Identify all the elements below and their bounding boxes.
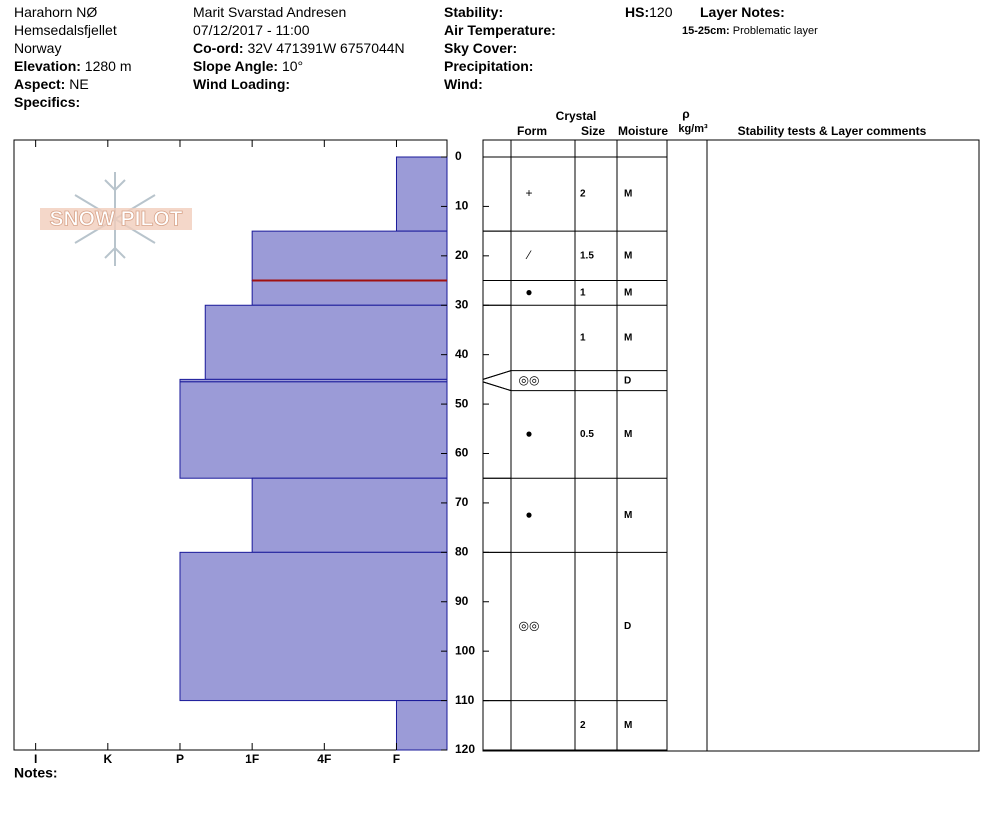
depth-label: 10	[455, 199, 469, 213]
hardness-label: I	[34, 752, 37, 766]
moisture: M	[624, 720, 632, 731]
grain-size: 0.5	[580, 429, 594, 440]
value: 1280 m	[84, 58, 132, 74]
hardness-bar	[395, 156, 448, 232]
connector	[482, 370, 512, 380]
label: Elevation:	[14, 58, 81, 74]
grain-form: ●	[525, 507, 532, 521]
value: 32V 471391W 6757044N	[247, 40, 405, 56]
range: 15-25cm:	[682, 25, 730, 37]
label: Co-ord:	[193, 40, 244, 56]
column-header: Stability tests & Layer comments	[738, 124, 927, 138]
grain-form: ◎◎	[519, 373, 540, 387]
layer-notes-title: Layer Notes:	[700, 4, 785, 20]
condition: Sky Cover:	[444, 40, 518, 56]
hardness-bar	[251, 280, 448, 306]
grain-form: +	[525, 186, 532, 200]
elevation: Elevation: 1280 m	[14, 58, 132, 74]
moisture: M	[624, 250, 632, 261]
column-header: Size	[581, 124, 605, 138]
grain-form: ●	[525, 285, 532, 299]
moisture: M	[624, 429, 632, 440]
grain-size: 1	[580, 333, 586, 344]
grain-form: ⁄	[525, 248, 532, 262]
moisture: D	[624, 375, 631, 386]
column-header: Form	[517, 124, 547, 138]
depth-label: 60	[455, 446, 469, 460]
condition: Air Temperature:	[444, 22, 556, 38]
condition: Stability:	[444, 4, 504, 20]
depth-label: 30	[455, 297, 469, 311]
depth-label: 120	[455, 742, 475, 756]
grain-size: 2	[580, 720, 586, 731]
moisture: M	[624, 333, 632, 344]
observer: Marit Svarstad Andresen	[193, 4, 347, 20]
hardness-bar	[251, 477, 448, 553]
grain-form: ●	[525, 427, 532, 441]
value: 120	[649, 4, 673, 20]
column-header: kg/m³	[678, 123, 708, 135]
moisture: D	[624, 621, 631, 632]
hardness-label: P	[176, 752, 184, 766]
condition: Precipitation:	[444, 58, 534, 74]
hardness-label: F	[393, 752, 400, 766]
location: Harahorn NØ	[14, 4, 98, 20]
specifics: Specifics:	[14, 94, 81, 110]
moisture: M	[624, 288, 632, 299]
hardness-label: K	[103, 752, 112, 766]
connector	[482, 381, 512, 392]
depth-label: 40	[455, 347, 469, 361]
value: 10°	[281, 58, 304, 74]
grain-size: 1.5	[580, 250, 594, 261]
text: Problematic layer	[732, 25, 818, 37]
hardness-bar	[204, 304, 448, 380]
table-frame	[482, 139, 980, 752]
notes-label: Notes:	[14, 765, 58, 781]
wind-loading: Wind Loading:	[193, 76, 291, 92]
label: Slope Angle:	[193, 58, 279, 74]
value: NE	[69, 76, 89, 92]
moisture: M	[624, 510, 632, 521]
depth-label: 110	[455, 693, 475, 707]
label: Aspect:	[14, 76, 66, 92]
slope: Slope Angle: 10°	[193, 58, 303, 74]
hs: HS:120	[625, 4, 672, 20]
logo-text: SNOW PILOT	[50, 208, 183, 231]
hardness-bar	[179, 551, 448, 702]
label: HS:	[625, 4, 650, 20]
aspect: Aspect: NE	[14, 76, 89, 92]
hardness-bar	[395, 700, 448, 751]
layer-note: 15-25cm: Problematic layer	[682, 23, 818, 39]
condition: Wind:	[444, 76, 483, 92]
hardness-label: 4F	[317, 752, 331, 766]
depth-label: 90	[455, 594, 469, 608]
column-header: ρ	[682, 107, 689, 121]
hardness-bar	[179, 381, 448, 479]
moisture: M	[624, 189, 632, 200]
depth-label: 20	[455, 248, 469, 262]
logo-band	[40, 208, 192, 230]
column-header: Moisture	[618, 124, 668, 138]
column-header: Crystal	[556, 109, 597, 123]
hardness-bar	[251, 230, 448, 282]
grain-size: 2	[580, 189, 586, 200]
hardness-label: 1F	[245, 752, 259, 766]
depth-label: 0	[455, 149, 462, 163]
grain-form: ◎◎	[519, 619, 540, 633]
location: Hemsedalsfjellet	[14, 22, 117, 38]
depth-label: 100	[455, 643, 475, 657]
datetime: 07/12/2017 - 11:00	[193, 22, 310, 38]
depth-label: 80	[455, 545, 469, 559]
location: Norway	[14, 40, 62, 56]
depth-label: 50	[455, 396, 469, 410]
coord: Co-ord: 32V 471391W 6757044N	[193, 40, 405, 56]
depth-label: 70	[455, 495, 469, 509]
grain-size: 1	[580, 288, 586, 299]
